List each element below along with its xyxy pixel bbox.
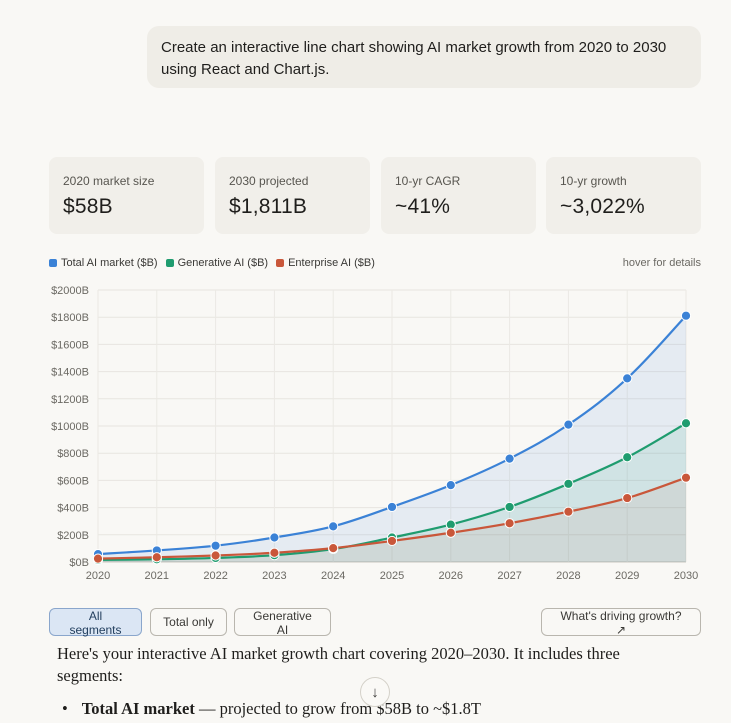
data-point[interactable]: [622, 373, 633, 384]
data-point[interactable]: [210, 540, 221, 551]
data-point[interactable]: [92, 553, 104, 564]
y-tick-label: $800B: [57, 448, 89, 460]
y-tick-label: $400B: [57, 503, 89, 515]
stat-label: 2030 projected: [229, 174, 309, 188]
legend-label: Enterprise AI ($B): [288, 257, 375, 269]
x-tick-label: 2030: [674, 570, 698, 582]
y-tick-label: $0B: [69, 557, 89, 569]
x-tick-label: 2022: [203, 570, 227, 582]
y-tick-label: $2000B: [51, 285, 89, 297]
data-point[interactable]: [680, 418, 692, 429]
legend-swatch: [276, 259, 285, 267]
stat-label: 2020 market size: [63, 174, 155, 188]
x-tick-label: 2024: [321, 570, 345, 582]
stat-card-2030: 2030 projected $1,811B: [215, 157, 370, 234]
stat-value: $1,811B: [229, 195, 308, 218]
legend-item-total[interactable]: Total AI market ($B): [49, 257, 158, 269]
arrow-down-icon: ↓: [371, 683, 379, 701]
drivers-button[interactable]: What's driving growth? ↗: [541, 608, 701, 637]
x-tick-label: 2026: [439, 570, 463, 582]
data-point[interactable]: [445, 480, 456, 491]
bullet-bold: Total AI market: [81, 699, 195, 718]
x-tick-label: 2020: [86, 570, 110, 582]
bullet-marker: •: [62, 699, 68, 718]
stat-card-2020: 2020 market size $58B: [49, 157, 204, 234]
data-point[interactable]: [328, 521, 339, 532]
hover-hint: hover for details: [622, 257, 701, 269]
assistant-answer: Here's your interactive AI market growth…: [57, 644, 620, 685]
x-tick-label: 2029: [615, 570, 639, 582]
legend-label: Total AI market ($B): [61, 257, 158, 269]
y-tick-label: $1800B: [51, 312, 89, 324]
stat-label: 10-yr growth: [560, 174, 627, 188]
legend-item-generative[interactable]: Generative AI ($B): [165, 257, 269, 269]
series-area-0: [98, 315, 686, 562]
user-message: Create an interactive line chart showing…: [147, 26, 701, 88]
data-point[interactable]: [151, 552, 162, 563]
x-tick-label: 2027: [497, 570, 521, 582]
stat-label: 10-yr CAGR: [395, 174, 461, 188]
y-tick-label: $200B: [57, 530, 89, 542]
x-tick-label: 2025: [380, 570, 404, 582]
data-point[interactable]: [210, 550, 221, 561]
stat-value: $58B: [63, 195, 113, 218]
x-tick-label: 2023: [262, 570, 286, 582]
data-point[interactable]: [504, 453, 515, 464]
legend-label: Generative AI ($B): [177, 257, 269, 269]
y-tick-label: $1200B: [51, 394, 89, 406]
data-point[interactable]: [269, 547, 280, 558]
series-area-2: [98, 477, 686, 562]
legend-swatch: [49, 259, 57, 267]
data-point[interactable]: [563, 419, 574, 430]
scroll-down-button[interactable]: ↓: [360, 677, 390, 707]
line-chart[interactable]: $0B $200B $400B $600B $800B $1000B $1200B $1400…: [0, 280, 731, 590]
data-point[interactable]: [680, 310, 692, 321]
y-tick-label: $1000B: [51, 421, 89, 433]
stat-value: ~3,022%: [560, 195, 645, 218]
legend-swatch: [165, 259, 174, 267]
data-point[interactable]: [445, 527, 456, 538]
y-tick-label: $1600B: [51, 339, 89, 351]
stat-card-growth: 10-yr growth ~3,022%: [546, 157, 701, 234]
data-point[interactable]: [622, 492, 633, 504]
data-point[interactable]: [386, 501, 398, 513]
data-point[interactable]: [504, 501, 515, 513]
data-point[interactable]: [680, 472, 692, 483]
series-line-0: [97, 314, 687, 556]
stat-value: ~41%: [395, 195, 451, 218]
chart-legend: Total AI market ($B) Generative AI ($B) …: [49, 257, 383, 269]
data-point[interactable]: [563, 506, 574, 517]
data-point[interactable]: [622, 452, 633, 463]
x-tick-label: 2021: [145, 570, 169, 582]
data-point[interactable]: [328, 543, 339, 554]
total-only-button[interactable]: Total only: [150, 608, 227, 636]
series-area-1: [98, 423, 686, 562]
legend-item-enterprise[interactable]: Enterprise AI ($B): [276, 257, 375, 269]
data-point[interactable]: [563, 478, 574, 489]
bullet-rest: — projected to grow from $58B to ~$1.8T: [194, 699, 482, 718]
y-tick-label: $600B: [57, 475, 89, 487]
all-segments-button[interactable]: All segments: [49, 608, 142, 637]
data-point[interactable]: [386, 535, 398, 547]
data-point[interactable]: [504, 518, 515, 529]
x-tick-label: 2028: [556, 570, 580, 582]
y-tick-label: $1400B: [51, 367, 89, 379]
bullet-item: • Total AI market — projected to grow fro…: [62, 699, 481, 719]
stat-card-cagr: 10-yr CAGR ~41%: [381, 157, 536, 234]
data-point[interactable]: [269, 532, 280, 543]
generative-ai-button[interactable]: Generative AI: [234, 608, 331, 637]
